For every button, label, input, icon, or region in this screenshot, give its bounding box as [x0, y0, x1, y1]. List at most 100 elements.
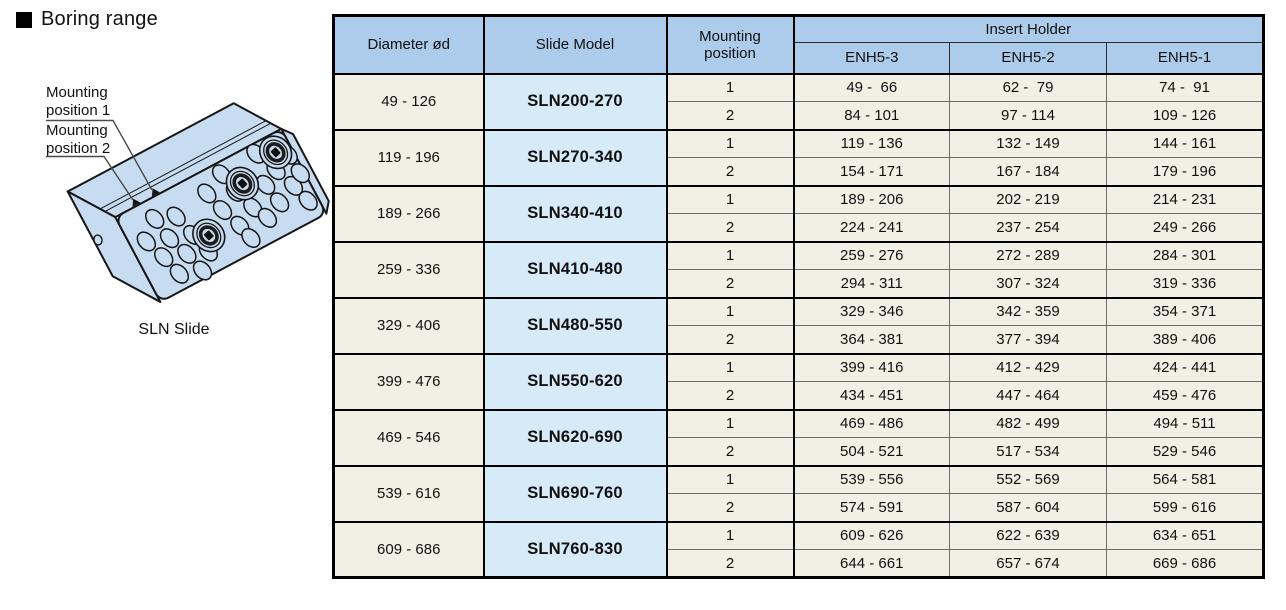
- insert-holder-range-cell: 294 - 311: [793, 269, 950, 298]
- section-title-text: Boring range: [41, 8, 158, 30]
- insert-holder-range-cell: 342 - 359: [949, 296, 1107, 326]
- diameter-range-cell: 49 - 126: [333, 72, 485, 130]
- mounting-position-markers: [132, 188, 160, 207]
- insert-holder-range-cell: 434 - 451: [793, 381, 950, 410]
- insert-holder-range-cell: 249 - 266: [1105, 213, 1265, 242]
- insert-holder-range-cell: 504 - 521: [793, 437, 950, 466]
- bore-holes: [136, 143, 318, 284]
- insert-holder-range-cell: 97 - 114: [949, 101, 1107, 130]
- table-row: 259 - 336 SLN410-480 1 259 - 276 272 - 289 28…: [333, 240, 1265, 298]
- mounting-position-2-label: Mounting position 2: [46, 122, 111, 157]
- insert-holder-range-cell: 587 - 604: [949, 493, 1107, 522]
- slide-model-cell: SLN690-760: [483, 464, 668, 522]
- insert-holder-range-cell: 307 - 324: [949, 269, 1107, 298]
- slide-model-cell: SLN270-340: [483, 128, 668, 186]
- insert-holder-range-cell: 62 - 79: [949, 72, 1107, 102]
- table-row: 329 - 406 SLN480-550 1 329 - 346 342 - 359 35…: [333, 296, 1265, 354]
- table-row: 2 84 - 101 97 - 114 109 - 126: [334, 101, 1265, 130]
- insert-holder-range-cell: 132 - 149: [949, 128, 1107, 158]
- table-row: 2 644 - 661 657 - 674 669 - 686: [334, 549, 1265, 578]
- slide-model-cell: SLN480-550: [483, 296, 668, 354]
- insert-holder-range-cell: 634 - 651: [1105, 520, 1265, 550]
- insert-holder-range-cell: 377 - 394: [949, 325, 1107, 354]
- table-row: 2 154 - 171 167 - 184 179 - 196: [334, 157, 1265, 186]
- col-header-enh5-3: ENH5-3: [793, 42, 950, 75]
- boring-range-figure: Boring range: [0, 0, 332, 610]
- mounting-position-cell: 2: [666, 437, 795, 466]
- mounting-position-cell: 2: [666, 493, 795, 522]
- insert-holder-range-cell: 389 - 406: [1105, 325, 1265, 354]
- insert-holder-range-cell: 319 - 336: [1105, 269, 1265, 298]
- diameter-range-cell: 469 - 546: [333, 408, 485, 466]
- slide-model-cell: SLN620-690: [483, 408, 668, 466]
- mounting-position-cell: 2: [666, 101, 795, 130]
- mounting-position-cell: 1: [666, 72, 795, 102]
- insert-holder-range-cell: 179 - 196: [1105, 157, 1265, 186]
- square-drive-pockets: [192, 135, 293, 253]
- insert-holder-range-cell: 564 - 581: [1105, 464, 1265, 494]
- insert-holder-range-cell: 167 - 184: [949, 157, 1107, 186]
- col-header-diameter: Diameter ød: [333, 15, 485, 75]
- mounting-position-cell: 1: [666, 464, 795, 494]
- col-header-enh5-1: ENH5-1: [1105, 42, 1265, 75]
- insert-holder-range-cell: 622 - 639: [949, 520, 1107, 550]
- insert-holder-range-cell: 154 - 171: [793, 157, 950, 186]
- insert-holder-range-cell: 49 - 66: [793, 72, 950, 102]
- insert-holder-range-cell: 459 - 476: [1105, 381, 1265, 410]
- insert-holder-range-cell: 644 - 661: [793, 549, 950, 578]
- table-row: 609 - 686 SLN760-830 1 609 - 626 622 - 639 63…: [333, 520, 1265, 578]
- col-header-insert-holder: Insert Holder: [792, 15, 1265, 43]
- insert-holder-range-cell: 599 - 616: [1105, 493, 1265, 522]
- diameter-range-cell: 609 - 686: [333, 520, 485, 578]
- insert-holder-range-cell: 574 - 591: [793, 493, 950, 522]
- insert-holder-range-cell: 364 - 381: [793, 325, 950, 354]
- mounting-position-cell: 1: [666, 296, 795, 326]
- slide-model-cell: SLN760-830: [483, 520, 668, 578]
- insert-holder-range-cell: 412 - 429: [949, 352, 1107, 382]
- mounting-position-cell: 1: [666, 184, 795, 214]
- diameter-range-cell: 399 - 476: [333, 352, 485, 410]
- table-row: 49 - 126 SLN200-270 1 49 - 66 62 - 79 74 - 91: [333, 72, 1265, 130]
- insert-holder-range-cell: 329 - 346: [793, 296, 950, 326]
- table-row: 539 - 616 SLN690-760 1 539 - 556 552 - 569 56…: [333, 464, 1265, 522]
- mounting-position-cell: 1: [666, 520, 795, 550]
- mounting-position-cell: 2: [666, 381, 795, 410]
- mounting-position-cell: 1: [666, 352, 795, 382]
- table-body: 49 - 126 SLN200-270 1 49 - 66 62 - 79 74 - 91…: [333, 72, 1265, 578]
- boring-range-table: Diameter ød Slide Model Mounting positio…: [332, 14, 1266, 579]
- insert-holder-range-cell: 657 - 674: [949, 549, 1107, 578]
- slide-model-cell: SLN340-410: [483, 184, 668, 242]
- insert-holder-range-cell: 109 - 126: [1105, 101, 1265, 130]
- table-row: 2 294 - 311 307 - 324 319 - 336: [334, 269, 1265, 298]
- insert-holder-range-cell: 144 - 161: [1105, 128, 1265, 158]
- insert-holder-range-cell: 552 - 569: [949, 464, 1107, 494]
- insert-holder-range-cell: 354 - 371: [1105, 296, 1265, 326]
- insert-holder-range-cell: 494 - 511: [1105, 408, 1265, 438]
- mounting-position-cell: 1: [666, 408, 795, 438]
- col-header-slide-model: Slide Model: [483, 15, 668, 75]
- insert-holder-range-cell: 272 - 289: [949, 240, 1107, 270]
- insert-holder-range-cell: 224 - 241: [793, 213, 950, 242]
- mounting-position-cell: 1: [666, 128, 795, 158]
- table-row: 2 504 - 521 517 - 534 529 - 546: [334, 437, 1265, 466]
- section-title: Boring range: [16, 8, 158, 31]
- insert-holder-range-cell: 259 - 276: [793, 240, 950, 270]
- mounting-position-cell: 1: [666, 240, 795, 270]
- mounting-position-cell: 2: [666, 157, 795, 186]
- insert-holder-range-cell: 284 - 301: [1105, 240, 1265, 270]
- mounting-position-cell: 2: [666, 325, 795, 354]
- col-header-mounting-position: Mounting position: [666, 15, 795, 75]
- insert-holder-range-cell: 539 - 556: [793, 464, 950, 494]
- slide-model-cell: SLN410-480: [483, 240, 668, 298]
- diameter-range-cell: 119 - 196: [333, 128, 485, 186]
- insert-holder-range-cell: 424 - 441: [1105, 352, 1265, 382]
- insert-holder-range-cell: 74 - 91: [1105, 72, 1265, 102]
- insert-holder-range-cell: 202 - 219: [949, 184, 1107, 214]
- diameter-range-cell: 329 - 406: [333, 296, 485, 354]
- table-row: 2 364 - 381 377 - 394 389 - 406: [334, 325, 1265, 354]
- insert-holder-range-cell: 237 - 254: [949, 213, 1107, 242]
- sln-slide-illustration: [46, 102, 330, 303]
- col-header-enh5-2: ENH5-2: [949, 42, 1107, 75]
- figure-caption: SLN Slide: [138, 321, 210, 338]
- mounting-position-cell: 2: [666, 213, 795, 242]
